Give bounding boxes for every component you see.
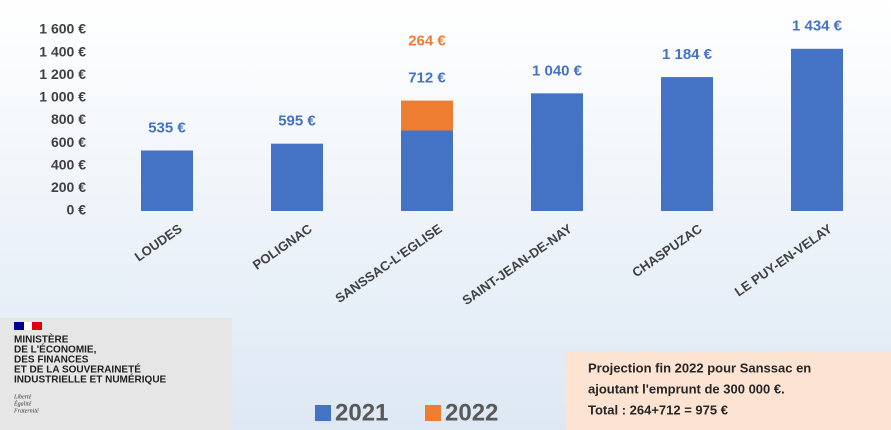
value-label: 712 € [408,70,446,87]
logo-box [0,318,232,430]
logo-text: INDUSTRIELLE ET NUMÉRIQUE [14,373,167,386]
y-tick-label: 1 600 € [39,21,86,37]
flag-blue [14,322,24,330]
bar [401,100,453,131]
y-tick-label: 1 400 € [39,43,86,59]
value-label: 1 434 € [792,18,843,35]
legend-label: 2021 [335,399,388,426]
value-label: 595 € [278,113,316,130]
bar [141,150,193,211]
flag-red [32,322,42,330]
logo-text: ET DE LA SOUVERAINETÉ [14,363,141,376]
logo-motto: Égalité [13,399,32,407]
annotation: ajoutant l'emprunt de 300 000 €. [588,381,785,396]
bar [661,77,713,211]
bar [401,130,453,211]
y-tick-label: 200 € [51,179,86,195]
value-label: 1 040 € [532,62,583,79]
y-tick-label: 0 € [67,202,87,218]
logo-text: MINISTÈRE [14,333,69,346]
flag-white [24,322,32,330]
y-tick-label: 800 € [51,111,86,127]
y-tick-label: 1 000 € [39,89,86,105]
value-label: 535 € [148,119,186,136]
y-tick-label: 600 € [51,134,86,150]
value-label: 264 € [408,33,446,50]
value-label: 1 184 € [662,46,713,63]
legend-swatch [425,405,441,421]
legend-swatch [315,405,331,421]
annotation: Projection fin 2022 pour Sanssac en [588,360,811,375]
annotation: Total : 264+712 = 975 € [588,402,728,417]
logo-text: DES FINANCES [14,355,89,366]
y-tick-label: 400 € [51,156,86,172]
annotation-box [566,352,891,430]
bar [531,93,583,211]
logo-motto: Fraternité [13,408,39,414]
legend-label: 2022 [445,399,498,426]
bar [271,143,323,211]
y-tick-label: 1 200 € [39,66,86,82]
logo-text: DE L'ÉCONOMIE, [14,343,97,356]
logo-motto: Liberté [13,394,32,400]
bar [791,48,843,212]
